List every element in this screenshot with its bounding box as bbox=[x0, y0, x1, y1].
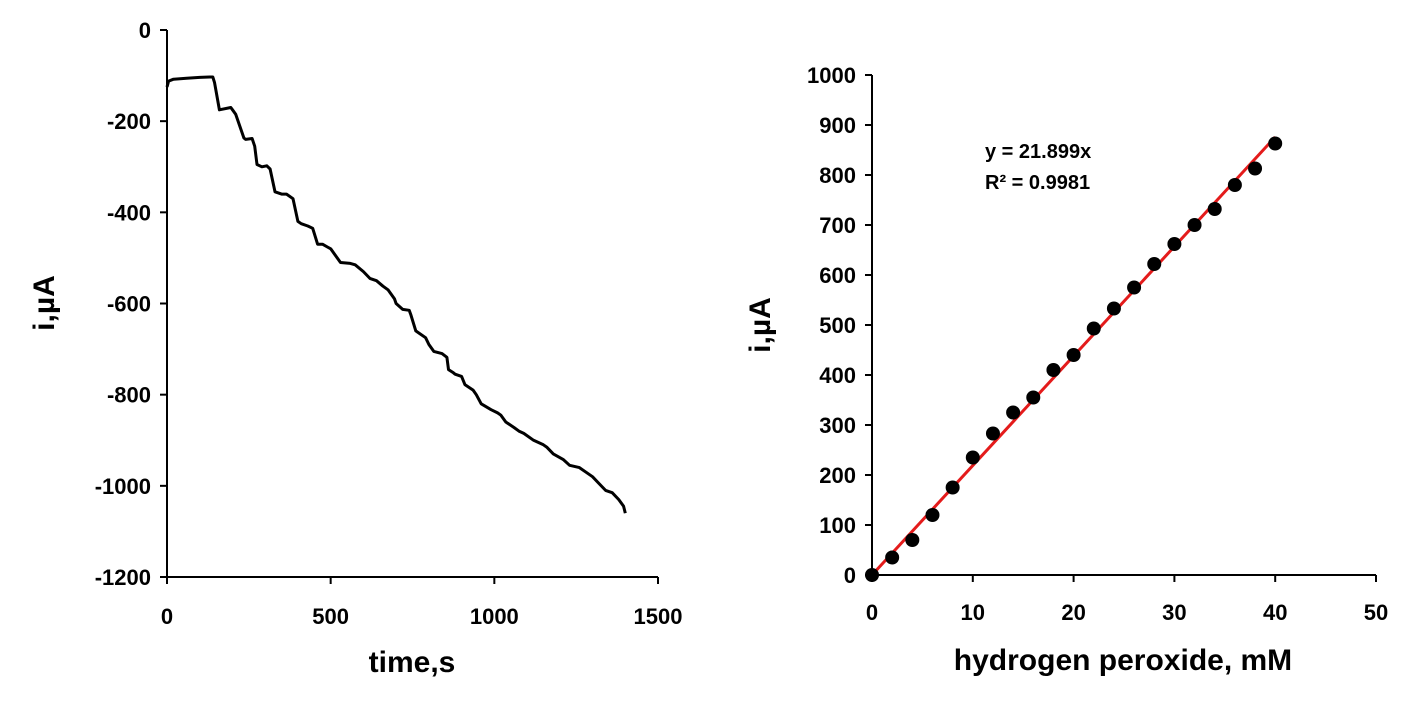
left-y-tick-label: -600 bbox=[107, 292, 151, 317]
left-y-ticks: 0 -200 -400 -600 -800 -1000 -1200 bbox=[95, 18, 167, 590]
data-point bbox=[1086, 321, 1101, 336]
data-point bbox=[1066, 348, 1081, 362]
data-point bbox=[1147, 257, 1162, 271]
right-x-tick-label: 0 bbox=[866, 600, 878, 625]
right-x-tick-label: 30 bbox=[1162, 600, 1186, 625]
data-point bbox=[965, 450, 980, 465]
data-point bbox=[1006, 405, 1021, 420]
trendline-equation: y = 21.899x bbox=[985, 141, 1091, 163]
right-x-axis-label: hydrogen peroxide, mM bbox=[954, 644, 1292, 677]
data-point bbox=[1248, 161, 1263, 176]
right-y-ticks: 0 100 200 300 400 500 600 700 800 900 1000 bbox=[807, 63, 872, 588]
right-y-tick-label: 700 bbox=[819, 213, 856, 238]
data-point bbox=[985, 426, 1000, 441]
right-y-tick-label: 800 bbox=[819, 163, 856, 188]
right-y-tick-label: 600 bbox=[819, 263, 856, 288]
data-point bbox=[1268, 136, 1283, 151]
data-point bbox=[1106, 301, 1121, 316]
left-y-axis-label: i,µA bbox=[28, 275, 61, 331]
left-x-axis-label: time,s bbox=[369, 646, 456, 679]
right-y-tick-label: 400 bbox=[819, 363, 856, 388]
right-y-tick-label: 500 bbox=[819, 313, 856, 338]
right-x-tick-label: 20 bbox=[1061, 600, 1085, 625]
left-y-tick-label: -1000 bbox=[95, 474, 151, 499]
right-y-tick-label: 1000 bbox=[807, 63, 856, 88]
data-point bbox=[885, 550, 900, 565]
right-y-tick-label: 100 bbox=[819, 513, 856, 538]
right-x-tick-label: 50 bbox=[1364, 600, 1388, 625]
right-y-tick-label: 300 bbox=[819, 413, 856, 438]
calibration-chart: 0 100 200 300 400 500 600 700 800 900 1000 0 10 20 30… bbox=[744, 63, 1388, 677]
data-point bbox=[1026, 390, 1041, 405]
r-squared-value: R² = 0.9981 bbox=[985, 172, 1090, 194]
calibration-points bbox=[865, 136, 1283, 582]
data-point bbox=[925, 508, 940, 522]
left-y-tick-label: 0 bbox=[139, 18, 151, 43]
data-point bbox=[1227, 178, 1242, 192]
data-point bbox=[905, 533, 920, 547]
left-y-tick-label: -1200 bbox=[95, 565, 151, 590]
current-trace-line bbox=[165, 75, 627, 514]
left-x-tick-label: 500 bbox=[312, 604, 349, 629]
right-x-ticks: 0 10 20 30 40 50 bbox=[866, 575, 1388, 625]
data-point bbox=[1187, 218, 1202, 232]
current-time-chart: 0 -200 -400 -600 -800 -1000 -1200 0 500 1000 1500… bbox=[28, 18, 682, 679]
right-y-axis-label: i,µA bbox=[744, 297, 777, 353]
left-y-tick-label: -200 bbox=[107, 109, 151, 134]
data-point bbox=[1167, 237, 1182, 251]
left-y-tick-label: -800 bbox=[107, 383, 151, 408]
data-point bbox=[945, 480, 960, 495]
left-x-ticks: 0 500 1000 1500 bbox=[161, 577, 683, 629]
right-x-tick-label: 40 bbox=[1263, 600, 1287, 625]
right-x-tick-label: 10 bbox=[961, 600, 985, 625]
left-x-tick-label: 0 bbox=[161, 604, 173, 629]
right-y-tick-label: 200 bbox=[819, 463, 856, 488]
left-y-tick-label: -400 bbox=[107, 200, 151, 225]
data-point bbox=[865, 568, 879, 582]
left-x-tick-label: 1500 bbox=[634, 604, 683, 629]
right-y-tick-label: 900 bbox=[819, 113, 856, 138]
data-point bbox=[1046, 363, 1061, 377]
data-point bbox=[1207, 202, 1222, 216]
right-y-tick-label: 0 bbox=[844, 563, 856, 588]
left-x-tick-label: 1000 bbox=[470, 604, 519, 629]
data-point bbox=[1127, 280, 1142, 295]
